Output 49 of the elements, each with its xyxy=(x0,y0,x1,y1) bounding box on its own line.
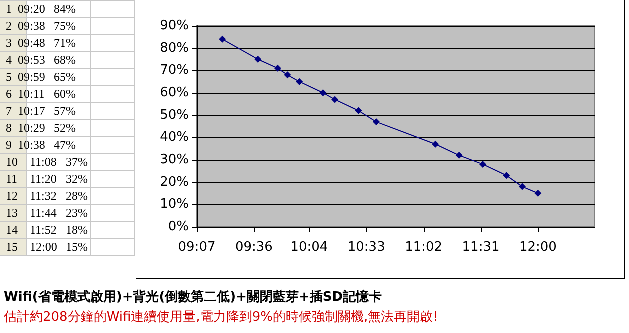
x-tick-label: 12:00 xyxy=(519,240,557,255)
x-tick-label: 11:31 xyxy=(462,240,500,255)
text: 11 11:20 32% xyxy=(0,170,135,187)
y-tick-label: 60% xyxy=(160,86,189,100)
text: 2 09:38 75% xyxy=(0,17,135,34)
y-tick-label: 30% xyxy=(160,152,189,168)
y-tick-label: 50% xyxy=(160,108,189,123)
point xyxy=(296,78,304,86)
text: 7 10:17 57% xyxy=(0,102,135,119)
y-tick-label: 90% xyxy=(160,18,189,34)
point xyxy=(432,140,440,148)
y-tick-label: 20% xyxy=(160,174,189,190)
text: 12 11:32 28% xyxy=(0,187,135,204)
x-tick-label: 10:04 xyxy=(290,240,328,255)
text: 估計約208分鐘的Wifi連續使用量,電力降到9%的時候強制關機,無法再開啟! xyxy=(4,309,438,326)
text: 6 10:11 60% xyxy=(0,85,135,102)
text: 4 09:53 68% xyxy=(0,51,135,68)
text: 15 12:00 15% xyxy=(0,238,135,255)
text: 5 09:59 65% xyxy=(0,68,135,85)
x-tick-label: 11:02 xyxy=(405,240,443,255)
point xyxy=(274,64,282,72)
point xyxy=(503,172,510,180)
point xyxy=(254,56,262,63)
y-tick-label: 80% xyxy=(160,40,189,56)
point xyxy=(332,96,339,104)
text: 10 11:08 37% xyxy=(0,153,135,170)
text: 1 09:20 84% xyxy=(0,0,135,17)
point xyxy=(534,190,542,197)
text: 3 09:48 71% xyxy=(0,34,135,51)
text: 14 11:52 18% xyxy=(0,221,135,238)
point xyxy=(320,90,327,96)
x-tick-label: 09:36 xyxy=(235,240,273,255)
point xyxy=(219,36,226,43)
text: Wifi(省電模式啟用)+背光(倒數第二低)+關閉藍芽+插SD記憶卡 xyxy=(4,288,382,306)
y-tick-label: 10% xyxy=(160,197,189,212)
point xyxy=(518,183,526,190)
y-tick-label: 70% xyxy=(160,63,189,78)
point xyxy=(456,152,463,160)
text: 8 10:29 52% xyxy=(0,119,135,136)
point xyxy=(284,72,292,79)
x-tick-label: 09:07 xyxy=(178,240,216,255)
point xyxy=(479,160,486,168)
text: 9 10:38 47% xyxy=(0,136,135,153)
y-tick-label: 0% xyxy=(168,220,189,234)
y-tick-label: 40% xyxy=(160,130,189,146)
point xyxy=(372,118,380,126)
x-tick-label: 10:33 xyxy=(348,240,386,255)
text: 13 11:44 23% xyxy=(0,204,135,221)
point xyxy=(355,107,362,114)
